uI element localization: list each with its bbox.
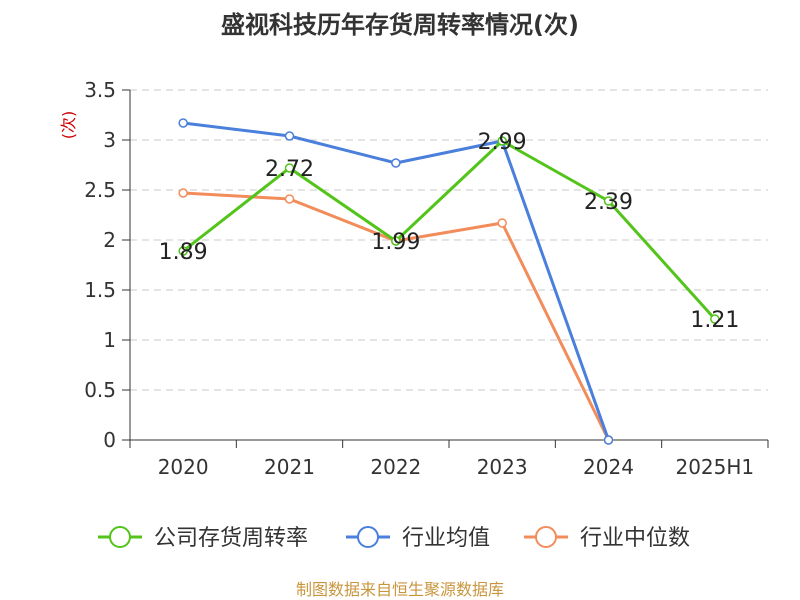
- grid-lines: [130, 89, 768, 391]
- series-line: [182, 139, 716, 321]
- legend-item[interactable]: 行业均值: [346, 526, 490, 551]
- legend[interactable]: 公司存货周转率 行业均值 行业中位数: [98, 526, 690, 551]
- legend-label: 公司存货周转率: [154, 526, 308, 551]
- data-label: 1.89: [159, 240, 208, 265]
- source-note: 制图数据来自恒生聚源数据库: [296, 580, 504, 599]
- series-2: [178, 188, 614, 445]
- y-axis-unit: (次): [59, 111, 78, 140]
- data-label: 2.72: [265, 157, 314, 182]
- series-line: [182, 121, 610, 441]
- data-labels: 1.89 2.72 1.99 2.99 2.39 1.21: [159, 130, 740, 333]
- y-tick-label: 0: [103, 428, 116, 452]
- y-tick-label: 2: [103, 228, 116, 252]
- x-tick-label: 2025H1: [675, 455, 754, 479]
- data-point[interactable]: [178, 246, 188, 256]
- legend-marker: [357, 526, 379, 548]
- x-tick-label: 2020: [158, 455, 209, 479]
- x-tick-label: 2024: [583, 455, 634, 479]
- y-tick-label: 1: [103, 328, 116, 352]
- series-lines: [178, 118, 720, 445]
- x-tick-label: 2022: [370, 455, 421, 479]
- x-tick-label: 2023: [477, 455, 528, 479]
- axes: 0 0.5 1 1.5 2 2.5 3 3.5 2020 2021 2022 2023 2024 2025…: [84, 78, 769, 479]
- y-tick-label: 3: [103, 128, 116, 152]
- legend-marker: [109, 526, 131, 548]
- y-tick-label: 1.5: [84, 278, 116, 302]
- data-point[interactable]: [391, 158, 401, 168]
- legend-item[interactable]: 行业中位数: [524, 526, 690, 551]
- data-point[interactable]: [391, 236, 401, 246]
- data-point[interactable]: [284, 194, 295, 204]
- y-tick-label: 3.5: [84, 78, 116, 102]
- data-point[interactable]: [603, 435, 614, 445]
- legend-label: 行业中位数: [580, 526, 690, 551]
- data-label: 1.21: [690, 308, 739, 333]
- data-point[interactable]: [603, 196, 614, 206]
- y-tick-label: 2.5: [84, 178, 116, 202]
- chart-title: 盛视科技历年存货周转率情况(次): [221, 11, 579, 39]
- data-point[interactable]: [497, 136, 507, 146]
- legend-marker: [535, 526, 557, 548]
- data-point[interactable]: [710, 314, 720, 324]
- data-point[interactable]: [178, 118, 188, 128]
- data-label: 1.99: [371, 230, 420, 255]
- y-tick-label: 0.5: [84, 378, 116, 402]
- series-0: [178, 136, 720, 324]
- x-tick-label: 2021: [264, 455, 315, 479]
- data-point[interactable]: [284, 131, 295, 141]
- data-point[interactable]: [178, 188, 188, 198]
- data-point[interactable]: [497, 218, 507, 228]
- data-point[interactable]: [284, 163, 295, 173]
- legend-item[interactable]: 公司存货周转率: [98, 526, 308, 551]
- legend-label: 行业均值: [402, 526, 490, 551]
- data-label: 2.39: [584, 190, 633, 215]
- data-label: 2.99: [478, 130, 527, 155]
